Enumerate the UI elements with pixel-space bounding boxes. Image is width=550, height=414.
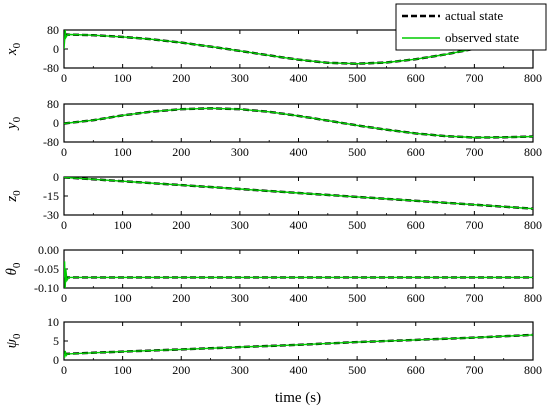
theta0-xtick-label: 400 bbox=[290, 291, 308, 305]
y0-ytick-label: 80 bbox=[47, 97, 59, 111]
z0-xtick-label: 600 bbox=[407, 218, 425, 232]
psi0-ytick-label: 5 bbox=[53, 334, 59, 348]
y0-xtick-label: 800 bbox=[524, 145, 542, 159]
psi0-xtick-label: 300 bbox=[231, 363, 249, 377]
theta0-axes-frame bbox=[63, 249, 534, 289]
x0-xtick-label: 0 bbox=[61, 71, 67, 85]
z0-ytick-label: -30 bbox=[43, 208, 59, 222]
theta0-xtick-label: 800 bbox=[524, 291, 542, 305]
y0-ytick-label: -80 bbox=[43, 135, 59, 149]
psi0-axes-frame bbox=[63, 321, 534, 361]
y0-y-axis-label: y0 bbox=[4, 116, 23, 131]
theta0-xtick-label: 500 bbox=[348, 291, 366, 305]
psi0-xtick-label: 400 bbox=[290, 363, 308, 377]
z0-xtick-label: 200 bbox=[172, 218, 190, 232]
z0-ytick-label: 0 bbox=[53, 170, 59, 184]
legend-box bbox=[395, 3, 547, 51]
z0-xtick-label: 500 bbox=[348, 218, 366, 232]
x-axis-label: time (s) bbox=[275, 390, 321, 406]
z0-xtick-label: 800 bbox=[524, 218, 542, 232]
theta0-xtick-label: 0 bbox=[61, 291, 67, 305]
theta0-xtick-label: 600 bbox=[407, 291, 425, 305]
z0-xtick-label: 700 bbox=[465, 218, 483, 232]
theta0-xtick-label: 300 bbox=[231, 291, 249, 305]
y0-xtick-label: 400 bbox=[290, 145, 308, 159]
y0-xtick-label: 100 bbox=[114, 145, 132, 159]
psi0-xtick-label: 100 bbox=[114, 363, 132, 377]
x0-xtick-label: 500 bbox=[348, 71, 366, 85]
x0-ytick-label: 80 bbox=[47, 23, 59, 37]
x0-observed-state-line bbox=[64, 30, 504, 65]
theta0-xtick-label: 700 bbox=[465, 291, 483, 305]
y0-xtick-label: 300 bbox=[231, 145, 249, 159]
x0-xtick-label: 600 bbox=[407, 71, 425, 85]
z0-xtick-label: 400 bbox=[290, 218, 308, 232]
x0-xtick-label: 100 bbox=[114, 71, 132, 85]
x0-y-axis-label: x0 bbox=[4, 42, 23, 56]
z0-xtick-label: 0 bbox=[61, 218, 67, 232]
z0-axes-frame bbox=[63, 176, 534, 216]
z0-observed-state-line bbox=[64, 177, 533, 210]
y0-xtick-label: 0 bbox=[61, 145, 67, 159]
psi0-y-axis-label: ψ0 bbox=[4, 333, 23, 348]
x0-xtick-label: 300 bbox=[231, 71, 249, 85]
theta0-observed-state-line bbox=[64, 261, 533, 288]
y0-xtick-label: 200 bbox=[172, 145, 190, 159]
psi0-xtick-label: 500 bbox=[348, 363, 366, 377]
theta0-xtick-label: 100 bbox=[114, 291, 132, 305]
x0-ytick-label: 0 bbox=[53, 42, 59, 56]
y0-observed-state-line bbox=[64, 107, 533, 139]
y0-actual-state-line bbox=[64, 107, 533, 139]
z0-y-axis-label: z0 bbox=[4, 190, 23, 203]
legend: actual state observed state bbox=[395, 3, 547, 51]
y0-xtick-label: 700 bbox=[465, 145, 483, 159]
psi0-ytick-label: 10 bbox=[47, 315, 59, 329]
psi0-xtick-label: 600 bbox=[407, 363, 425, 377]
psi0-xtick-label: 700 bbox=[465, 363, 483, 377]
y0-ytick-label: 0 bbox=[53, 116, 59, 130]
z0-xtick-label: 100 bbox=[114, 218, 132, 232]
y0-xtick-label: 600 bbox=[407, 145, 425, 159]
theta0-ytick-label: -0.05 bbox=[34, 262, 59, 276]
theta0-ytick-label: -0.10 bbox=[34, 281, 59, 295]
x0-xtick-label: 800 bbox=[524, 71, 542, 85]
legend-actual-label: actual state bbox=[445, 8, 503, 23]
panel-z0: 0 100 200 300 400 500 600 700 800 -30 -15 0 z0 bbox=[4, 170, 542, 232]
theta0-y-axis-label: θ0 bbox=[4, 262, 23, 275]
y0-xtick-label: 500 bbox=[348, 145, 366, 159]
x0-xtick-label: 200 bbox=[172, 71, 190, 85]
theta0-xtick-label: 200 bbox=[172, 291, 190, 305]
psi0-xtick-label: 0 bbox=[61, 363, 67, 377]
z0-xtick-label: 300 bbox=[231, 218, 249, 232]
theta0-ytick-label: 0.00 bbox=[38, 243, 59, 257]
legend-observed-label: observed state bbox=[445, 30, 519, 45]
psi0-ytick-label: 0 bbox=[53, 353, 59, 367]
psi0-xtick-label: 800 bbox=[524, 363, 542, 377]
x0-xtick-label: 700 bbox=[465, 71, 483, 85]
panel-psi0: 0 100 200 300 400 500 600 700 800 0 5 10 ψ0 bbox=[4, 315, 542, 377]
panel-theta0: 0 100 200 300 400 500 600 700 800 -0.10 -0.05 0.00 θ… bbox=[4, 243, 542, 305]
psi0-observed-state-line bbox=[64, 334, 533, 358]
z0-ytick-label: -15 bbox=[43, 189, 59, 203]
x0-xtick-label: 400 bbox=[290, 71, 308, 85]
x0-ytick-label: -80 bbox=[43, 61, 59, 75]
psi0-xtick-label: 200 bbox=[172, 363, 190, 377]
